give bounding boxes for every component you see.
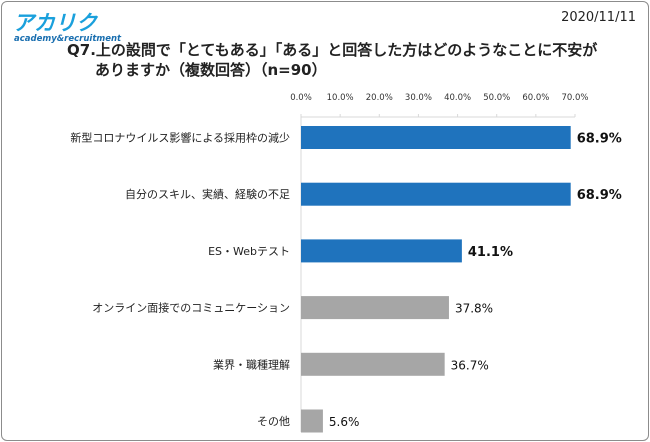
logo-subtext: academy&recruitment bbox=[14, 34, 122, 44]
x-tick-label: 70.0% bbox=[561, 93, 588, 103]
question-title: Q7.上の設問で「とてもある」「ある」と回答した方はどのようなことに不安が あり… bbox=[67, 40, 627, 80]
x-tick-label: 50.0% bbox=[483, 93, 510, 103]
data-label: 37.8% bbox=[455, 302, 493, 316]
akaric-logo: アカリク academy&recruitment bbox=[13, 11, 122, 44]
data-label: 41.1% bbox=[468, 245, 513, 260]
x-tick-label: 0.0% bbox=[290, 93, 312, 103]
category-label: 新型コロナウイルス影響による採用枠の減少 bbox=[70, 131, 290, 145]
bar bbox=[301, 239, 462, 263]
logo-text: アカリク bbox=[13, 11, 99, 35]
bar bbox=[301, 126, 571, 149]
x-tick-label: 40.0% bbox=[444, 93, 471, 103]
x-tick-label: 20.0% bbox=[366, 93, 393, 103]
data-label: 5.6% bbox=[329, 415, 360, 429]
x-tick-label: 60.0% bbox=[522, 93, 549, 103]
report-date: 2020/11/11 bbox=[561, 10, 636, 25]
question-line-1: Q7.上の設問で「とてもある」「ある」と回答した方はどのようなことに不安が bbox=[67, 41, 598, 59]
data-label: 68.9% bbox=[577, 188, 622, 203]
category-label: ES・Webテスト bbox=[208, 245, 290, 258]
x-tick-label: 30.0% bbox=[405, 93, 432, 103]
bar bbox=[301, 182, 571, 206]
category-label: 自分のスキル、実績、経験の不足 bbox=[125, 187, 290, 201]
x-tick-label: 10.0% bbox=[327, 93, 354, 103]
category-label: オンライン面接でのコミュニケーション bbox=[92, 302, 290, 315]
bar bbox=[301, 352, 445, 376]
data-label: 36.7% bbox=[451, 358, 489, 372]
bar bbox=[301, 296, 449, 320]
data-label: 68.9% bbox=[577, 132, 622, 147]
category-label: 業界・職種理解 bbox=[213, 357, 290, 371]
question-line-2: ありますか（複数回答）（n=90） bbox=[95, 61, 327, 79]
bar bbox=[301, 409, 323, 433]
category-label: その他 bbox=[257, 415, 290, 428]
